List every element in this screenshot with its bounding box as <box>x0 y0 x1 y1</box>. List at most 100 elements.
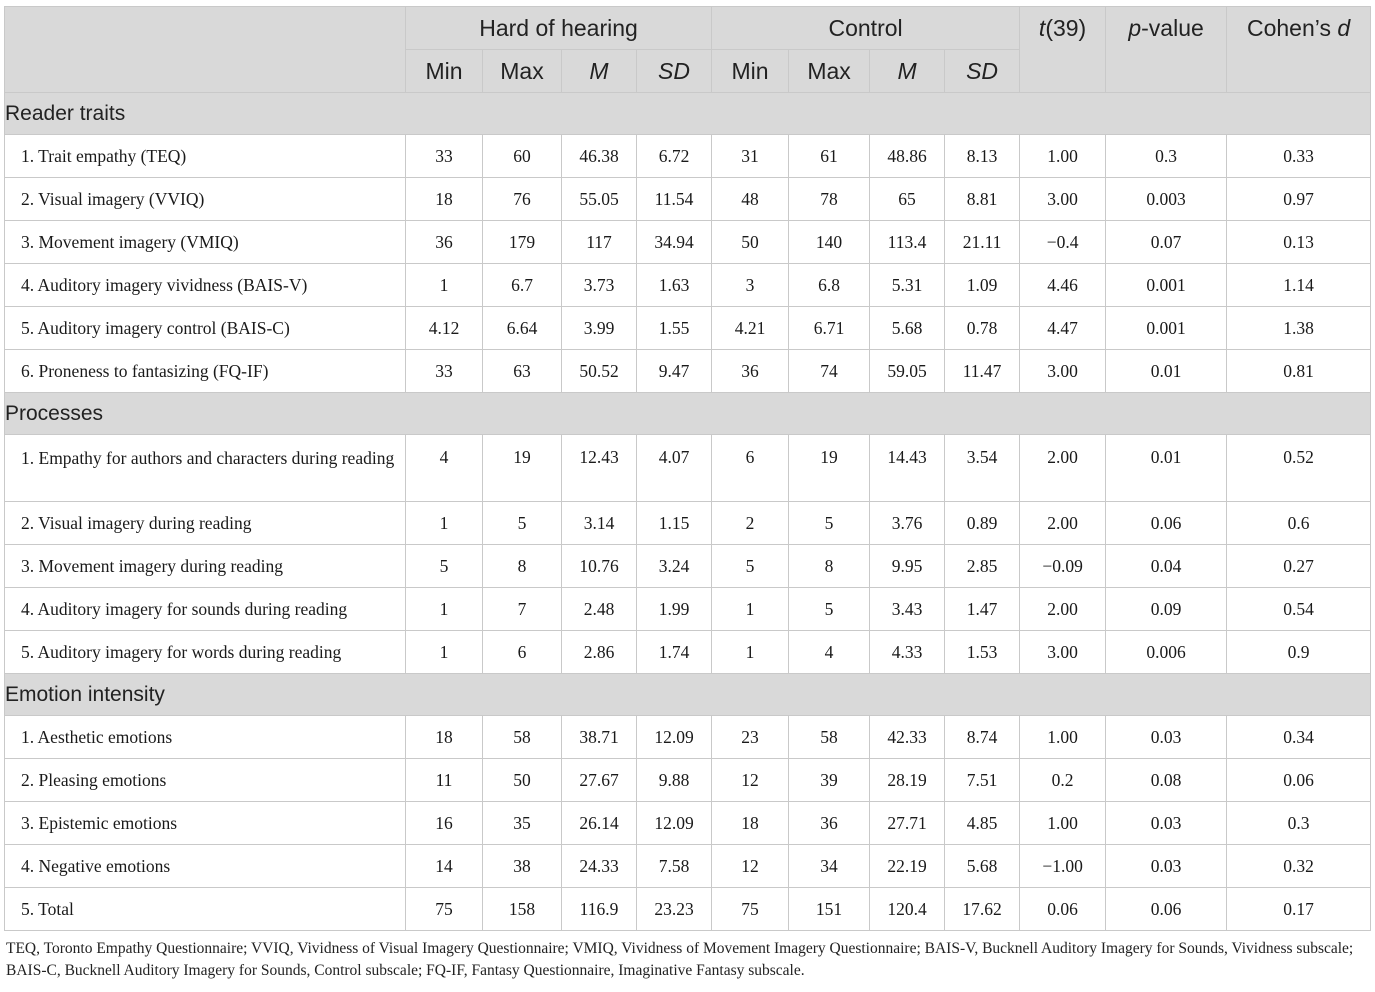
cell-hoh-min: 5 <box>405 544 483 588</box>
cell-control-mean: 3.76 <box>869 501 946 545</box>
cell-t-value: 0.06 <box>1019 887 1107 931</box>
row-label: 6. Proneness to fantasizing (FQ-IF) <box>4 349 406 393</box>
row-label: 1. Aesthetic emotions <box>4 715 406 759</box>
row-label: 2. Pleasing emotions <box>4 758 406 802</box>
cell-control-sd: 7.51 <box>944 758 1021 802</box>
cell-hoh-mean: 3.14 <box>561 501 637 545</box>
row-label: 2. Visual imagery (VVIQ) <box>4 177 406 221</box>
cell-control-min: 50 <box>711 220 790 264</box>
cell-p-value: 0.01 <box>1105 434 1228 502</box>
cell-t-value: 2.00 <box>1019 434 1107 502</box>
cell-control-max: 36 <box>788 801 871 845</box>
cell-hoh-max: 50 <box>482 758 562 802</box>
cell-hoh-mean: 27.67 <box>561 758 637 802</box>
cell-control-min: 6 <box>711 434 790 502</box>
cell-hoh-sd: 4.07 <box>635 434 713 502</box>
table-row: 3. Movement imagery during reading 5 8 10.7… <box>4 544 1372 588</box>
cell-hoh-min: 4 <box>405 434 483 502</box>
cell-hoh-sd: 6.72 <box>635 134 713 178</box>
header-t-symbol: t <box>1038 15 1046 41</box>
cell-control-sd: 1.53 <box>944 630 1021 674</box>
cell-hoh-sd: 1.99 <box>635 587 713 631</box>
cell-control-min: 1 <box>711 630 790 674</box>
table-row: 1. Trait empathy (TEQ) 33 60 46.38 6.72 31 61 4… <box>4 134 1372 178</box>
cell-hoh-max: 158 <box>482 887 562 931</box>
section-header-row: Reader traits <box>3 92 1372 135</box>
subheader-control-sd: SD <box>944 49 1021 93</box>
table-row: 4. Auditory imagery for sounds during re… <box>4 587 1372 631</box>
cell-control-max: 34 <box>788 844 871 888</box>
cell-hoh-min: 18 <box>405 715 483 759</box>
header-cohens-d: Cohen’s d <box>1226 6 1372 93</box>
cell-cohens-d: 0.34 <box>1226 715 1372 759</box>
cell-p-value: 0.001 <box>1105 306 1228 350</box>
cell-control-max: 78 <box>788 177 871 221</box>
cell-control-mean: 4.33 <box>869 630 946 674</box>
header-control: Control <box>711 6 1021 50</box>
header-row-subcolumns: Min Max M SD Min Max M SD <box>5 49 1371 93</box>
cell-t-value: −0.09 <box>1019 544 1107 588</box>
results-table: Hard of hearing Control t(39) p-value Co… <box>3 6 1372 931</box>
cell-t-value: 1.00 <box>1019 134 1107 178</box>
cell-control-mean: 65 <box>869 177 946 221</box>
cell-control-sd: 4.85 <box>944 801 1021 845</box>
cell-hoh-max: 179 <box>482 220 562 264</box>
cell-control-min: 4.21 <box>711 306 790 350</box>
cell-p-value: 0.04 <box>1105 544 1228 588</box>
subheader-hoh-max: Max <box>482 49 562 93</box>
cell-cohens-d: 0.33 <box>1226 134 1372 178</box>
cell-t-value: 3.00 <box>1019 177 1107 221</box>
row-label: 4. Auditory imagery for sounds during re… <box>4 587 406 631</box>
header-t-df: (39) <box>1045 15 1087 41</box>
cell-p-value: 0.3 <box>1105 134 1228 178</box>
cell-t-value: −1.00 <box>1019 844 1107 888</box>
cell-hoh-min: 33 <box>405 349 483 393</box>
cell-control-sd: 8.81 <box>944 177 1021 221</box>
cell-cohens-d: 0.27 <box>1226 544 1372 588</box>
section-title: Emotion intensity <box>3 673 1372 716</box>
cell-control-min: 3 <box>711 263 790 307</box>
cell-control-sd: 1.47 <box>944 587 1021 631</box>
row-label: 3. Epistemic emotions <box>4 801 406 845</box>
cell-control-min: 1 <box>711 587 790 631</box>
cell-control-mean: 5.31 <box>869 263 946 307</box>
cell-control-mean: 120.4 <box>869 887 946 931</box>
row-label: 5. Total <box>4 887 406 931</box>
cell-control-sd: 5.68 <box>944 844 1021 888</box>
cell-hoh-sd: 1.55 <box>635 306 713 350</box>
cell-hoh-sd: 1.15 <box>635 501 713 545</box>
cell-hoh-mean: 24.33 <box>561 844 637 888</box>
header-d-prefix: Cohen’s <box>1246 15 1338 41</box>
cell-control-min: 12 <box>711 758 790 802</box>
cell-cohens-d: 0.17 <box>1226 887 1372 931</box>
cell-hoh-mean: 38.71 <box>561 715 637 759</box>
table-row: 2. Visual imagery during reading 1 5 3.14 1.… <box>4 501 1372 545</box>
cell-control-max: 58 <box>788 715 871 759</box>
cell-t-value: 2.00 <box>1019 587 1107 631</box>
row-label: 1. Trait empathy (TEQ) <box>4 134 406 178</box>
cell-control-mean: 9.95 <box>869 544 946 588</box>
cell-hoh-mean: 26.14 <box>561 801 637 845</box>
cell-p-value: 0.03 <box>1105 844 1228 888</box>
cell-cohens-d: 0.06 <box>1226 758 1372 802</box>
table-row: 2. Visual imagery (VVIQ) 18 76 55.05 11.54 48… <box>4 177 1372 221</box>
cell-hoh-max: 58 <box>482 715 562 759</box>
cell-control-mean: 5.68 <box>869 306 946 350</box>
cell-t-value: −0.4 <box>1019 220 1107 264</box>
cell-cohens-d: 0.52 <box>1226 434 1372 502</box>
table-row: 3. Epistemic emotions 16 35 26.14 12.09 18 36 2… <box>4 801 1372 845</box>
cell-control-max: 6.71 <box>788 306 871 350</box>
cell-cohens-d: 0.13 <box>1226 220 1372 264</box>
cell-cohens-d: 1.38 <box>1226 306 1372 350</box>
table-row: 1. Empathy for authors and characters du… <box>4 434 1372 502</box>
cell-hoh-mean: 12.43 <box>561 434 637 502</box>
cell-p-value: 0.006 <box>1105 630 1228 674</box>
table-row: 5. Total 75 158 116.9 23.23 75 151 120.4 17.62 0.… <box>4 887 1372 931</box>
cell-hoh-max: 63 <box>482 349 562 393</box>
section-header-row: Emotion intensity <box>3 673 1372 716</box>
cell-p-value: 0.003 <box>1105 177 1228 221</box>
cell-hoh-max: 8 <box>482 544 562 588</box>
cell-t-value: 3.00 <box>1019 349 1107 393</box>
cell-control-max: 61 <box>788 134 871 178</box>
cell-t-value: 4.46 <box>1019 263 1107 307</box>
